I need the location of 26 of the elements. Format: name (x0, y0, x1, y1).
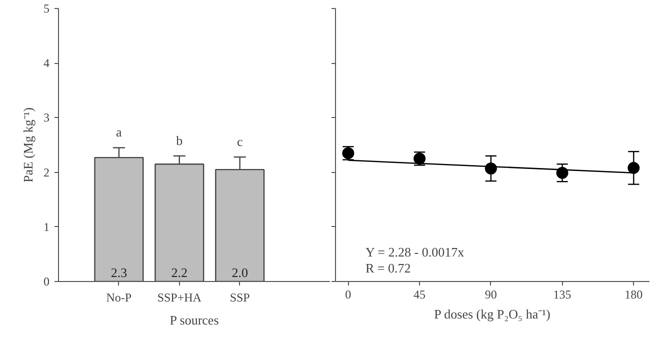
y-tick-label: 1 (44, 220, 50, 234)
data-label: 2.2 (171, 265, 188, 280)
x-axis-title: P doses (kg P₂O₅ ha⁻¹) (434, 306, 550, 322)
x-tick-label: 0 (345, 288, 352, 302)
y-tick-label: 4 (44, 56, 50, 70)
annotation: a (116, 124, 122, 140)
x-tick-label: SSP (230, 290, 250, 304)
x-axis-title: P sources (170, 312, 219, 328)
x-tick-label: No-P (106, 290, 132, 304)
point (628, 162, 640, 174)
y-tick-label: 2 (44, 165, 50, 180)
x-tick-label: 180 (624, 288, 643, 302)
data-label: 2.3 (110, 265, 128, 280)
annotation: c (236, 134, 243, 150)
y-tick-label: 5 (44, 2, 50, 16)
data-label: 2.0 (232, 265, 248, 280)
annotation: Y = 2.28 - 0.0017x (366, 244, 465, 260)
annotation: R = 0.72 (366, 260, 411, 276)
x-tick-label: 135 (553, 288, 572, 302)
y-tick-label: 3 (44, 110, 50, 125)
x-tick-label: 90 (484, 288, 497, 302)
x-tick-label: 45 (414, 288, 426, 302)
annotation: b (176, 132, 183, 148)
y-axis-title: PaE (Mg kg⁻¹) (20, 107, 36, 183)
y-tick-label: 0 (44, 274, 50, 288)
x-tick-label: SSP+HA (157, 290, 202, 304)
